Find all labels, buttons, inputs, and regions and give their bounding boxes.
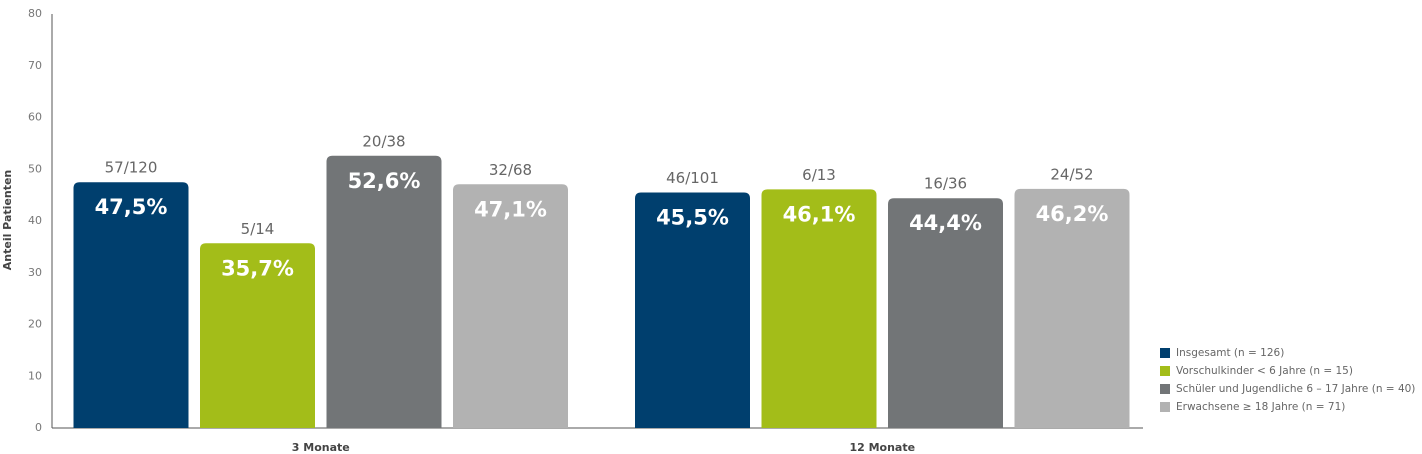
legend-label: Erwachsene ≥ 18 Jahre (n = 71) [1176,401,1345,413]
value-label: 46,2% [1036,202,1109,226]
fraction-label: 5/14 [241,220,275,238]
x-tick-label: 3 Monate [292,441,350,454]
fraction-label: 57/120 [105,159,158,177]
y-tick-label: 50 [28,162,42,175]
bar [761,189,877,428]
y-axis-label: Anteil Patienten [1,170,14,271]
legend-label: Vorschulkinder < 6 Jahre (n = 15) [1176,365,1353,377]
fraction-label: 24/52 [1050,165,1093,183]
value-label: 47,1% [474,197,547,221]
bar [635,192,750,428]
y-tick-label: 10 [28,369,42,382]
bar [1014,188,1130,428]
fraction-label: 6/13 [802,166,836,184]
legend-swatch [1160,384,1170,394]
bar [326,155,442,429]
bar [888,198,1003,428]
legend-swatch [1160,402,1170,412]
fraction-label: 32/68 [489,161,532,179]
bar [200,243,315,428]
y-tick-label: 60 [28,111,42,124]
y-tick-label: 0 [35,421,42,434]
value-label: 45,5% [656,206,729,230]
fraction-label: 16/36 [924,175,967,193]
bar [453,184,568,428]
legend-label: Schüler und Jugendliche 6 – 17 Jahre (n … [1176,383,1415,395]
value-label: 46,1% [783,202,856,226]
bar [73,182,189,428]
value-label: 44,4% [909,211,982,235]
y-tick-label: 40 [28,214,42,227]
y-tick-label: 70 [28,59,42,72]
legend-label: Insgesamt (n = 126) [1176,347,1284,359]
y-tick-label: 30 [28,266,42,279]
fraction-label: 46/101 [666,169,719,187]
legend-swatch [1160,348,1170,358]
y-tick-label: 20 [28,318,42,331]
value-label: 52,6% [348,169,421,193]
value-label: 35,7% [221,256,294,280]
legend-swatch [1160,366,1170,376]
x-tick-label: 12 Monate [849,441,915,454]
fraction-label: 20/38 [362,132,405,150]
y-tick-label: 80 [28,7,42,20]
value-label: 47,5% [95,195,168,219]
